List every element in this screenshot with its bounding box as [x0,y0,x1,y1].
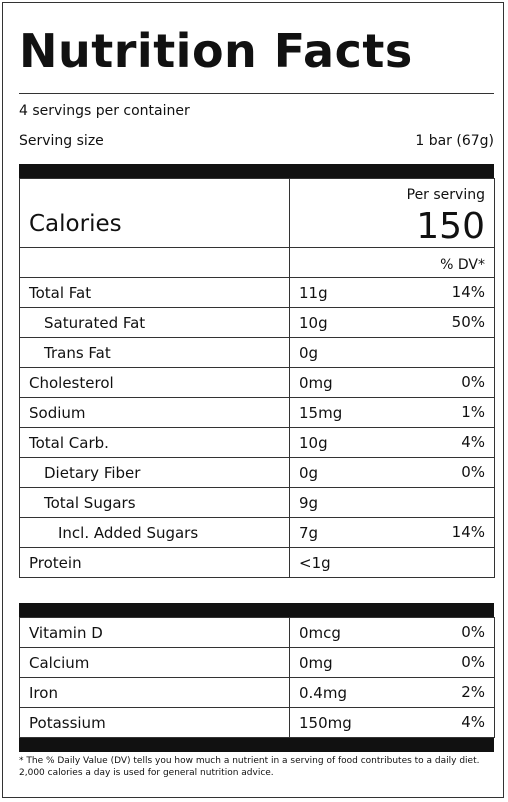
nutrient-dv: 0% [461,653,485,671]
nutrient-amount: 11g [299,283,328,302]
nutrient-amount-cell: 7g 14% [289,517,495,548]
nutrient-dv: 14% [451,283,485,301]
vitamin-row: Iron 0.4mg 2% [19,677,495,708]
nutrient-name: Total Fat [19,277,290,308]
nutrient-amount: 0g [299,463,319,482]
vitamin-table: Vitamin D 0mcg 0% Calcium 0mg 0% Iron 0.4mg 2% Po… [19,617,495,738]
nutrient-amount: 0.4mg [299,683,347,702]
nutrient-row: Saturated Fat 10g 50% [19,307,495,338]
label-title: Nutrition Facts [19,24,413,78]
nutrient-row: Total Sugars 9g [19,487,495,518]
servings-per-container: 4 servings per container [19,103,190,119]
nutrient-amount-cell: 11g 14% [289,277,495,308]
serving-size-row: Serving size 1 bar (67g) [19,131,494,151]
nutrient-amount: 0mg [299,653,333,672]
calories-label: Calories [19,178,290,248]
calories-row: Calories Per serving 150 [19,178,495,248]
dv-header-row: % DV* [19,247,495,278]
nutrient-amount: 150mg [299,713,352,732]
thick-divider-top [19,164,494,178]
nutrient-name: Dietary Fiber [19,457,290,488]
nutrient-dv: 14% [451,523,485,541]
nutrient-row: Total Carb. 10g 4% [19,427,495,458]
nutrient-dv: 4% [461,713,485,731]
nutrient-row: Trans Fat 0g [19,337,495,368]
nutrient-name: Total Sugars [19,487,290,518]
nutrient-amount-cell: 0mg 0% [289,647,495,678]
nutrient-amount: 15mg [299,403,343,422]
nutrient-name: Trans Fat [19,337,290,368]
nutrient-amount-cell: 9g [289,487,495,518]
per-serving-label: Per serving [406,187,485,203]
nutrient-amount-cell: 15mg 1% [289,397,495,428]
vitamin-row: Vitamin D 0mcg 0% [19,617,495,648]
nutrient-row: Sodium 15mg 1% [19,397,495,428]
nutrient-dv: 0% [461,463,485,481]
nutrient-row: Protein <1g [19,547,495,578]
vitamin-row: Calcium 0mg 0% [19,647,495,678]
serving-size-label: Serving size [19,133,104,149]
nutrient-amount-cell: 10g 50% [289,307,495,338]
nutrient-amount-cell: 0g [289,337,495,368]
nutrient-amount: 7g [299,523,319,542]
nutrient-row: Incl. Added Sugars 7g 14% [19,517,495,548]
nutrient-amount-cell: 0.4mg 2% [289,677,495,708]
nutrient-name: Saturated Fat [19,307,290,338]
nutrient-name: Incl. Added Sugars [19,517,290,548]
nutrient-dv: 2% [461,683,485,701]
nutrient-name: Iron [19,677,290,708]
nutrient-amount: 9g [299,493,319,512]
nutrient-row: Cholesterol 0mg 0% [19,367,495,398]
nutrient-table: Calories Per serving 150 % DV* Total Fat… [19,178,495,578]
nutrient-dv: 50% [451,313,485,331]
nutrient-name: Potassium [19,707,290,738]
nutrient-dv: 0% [461,623,485,641]
title-divider [19,93,494,94]
dv-header-empty [19,247,290,278]
thick-divider-middle [19,603,494,617]
nutrient-dv: 1% [461,403,485,421]
nutrient-row: Total Fat 11g 14% [19,277,495,308]
thick-divider-bottom [19,738,494,752]
nutrient-amount-cell: 0g 0% [289,457,495,488]
nutrient-amount-cell: 0mcg 0% [289,617,495,648]
nutrient-amount: 10g [299,433,328,452]
nutrient-name: Cholesterol [19,367,290,398]
nutrient-name: Sodium [19,397,290,428]
nutrient-name: Total Carb. [19,427,290,458]
calories-value: 150 [416,206,485,247]
nutrient-name: Protein [19,547,290,578]
nutrient-amount-cell: <1g [289,547,495,578]
nutrient-name: Calcium [19,647,290,678]
serving-size-value: 1 bar (67g) [415,133,494,149]
nutrient-dv: 4% [461,433,485,451]
nutrient-amount-cell: 150mg 4% [289,707,495,738]
calories-cell: Per serving 150 [289,178,495,248]
nutrient-dv: 0% [461,373,485,391]
nutrient-amount: 10g [299,313,328,332]
nutrient-row: Dietary Fiber 0g 0% [19,457,495,488]
nutrient-amount-cell: 0mg 0% [289,367,495,398]
nutrient-amount-cell: 10g 4% [289,427,495,458]
nutrient-amount: <1g [299,553,331,572]
vitamin-row: Potassium 150mg 4% [19,707,495,738]
nutrient-name: Vitamin D [19,617,290,648]
dv-footnote: * The % Daily Value (DV) tells you how m… [19,756,480,778]
nutrient-amount: 0mg [299,373,333,392]
nutrient-amount: 0mcg [299,623,341,642]
nutrient-amount: 0g [299,343,319,362]
dv-header: % DV* [289,247,495,278]
